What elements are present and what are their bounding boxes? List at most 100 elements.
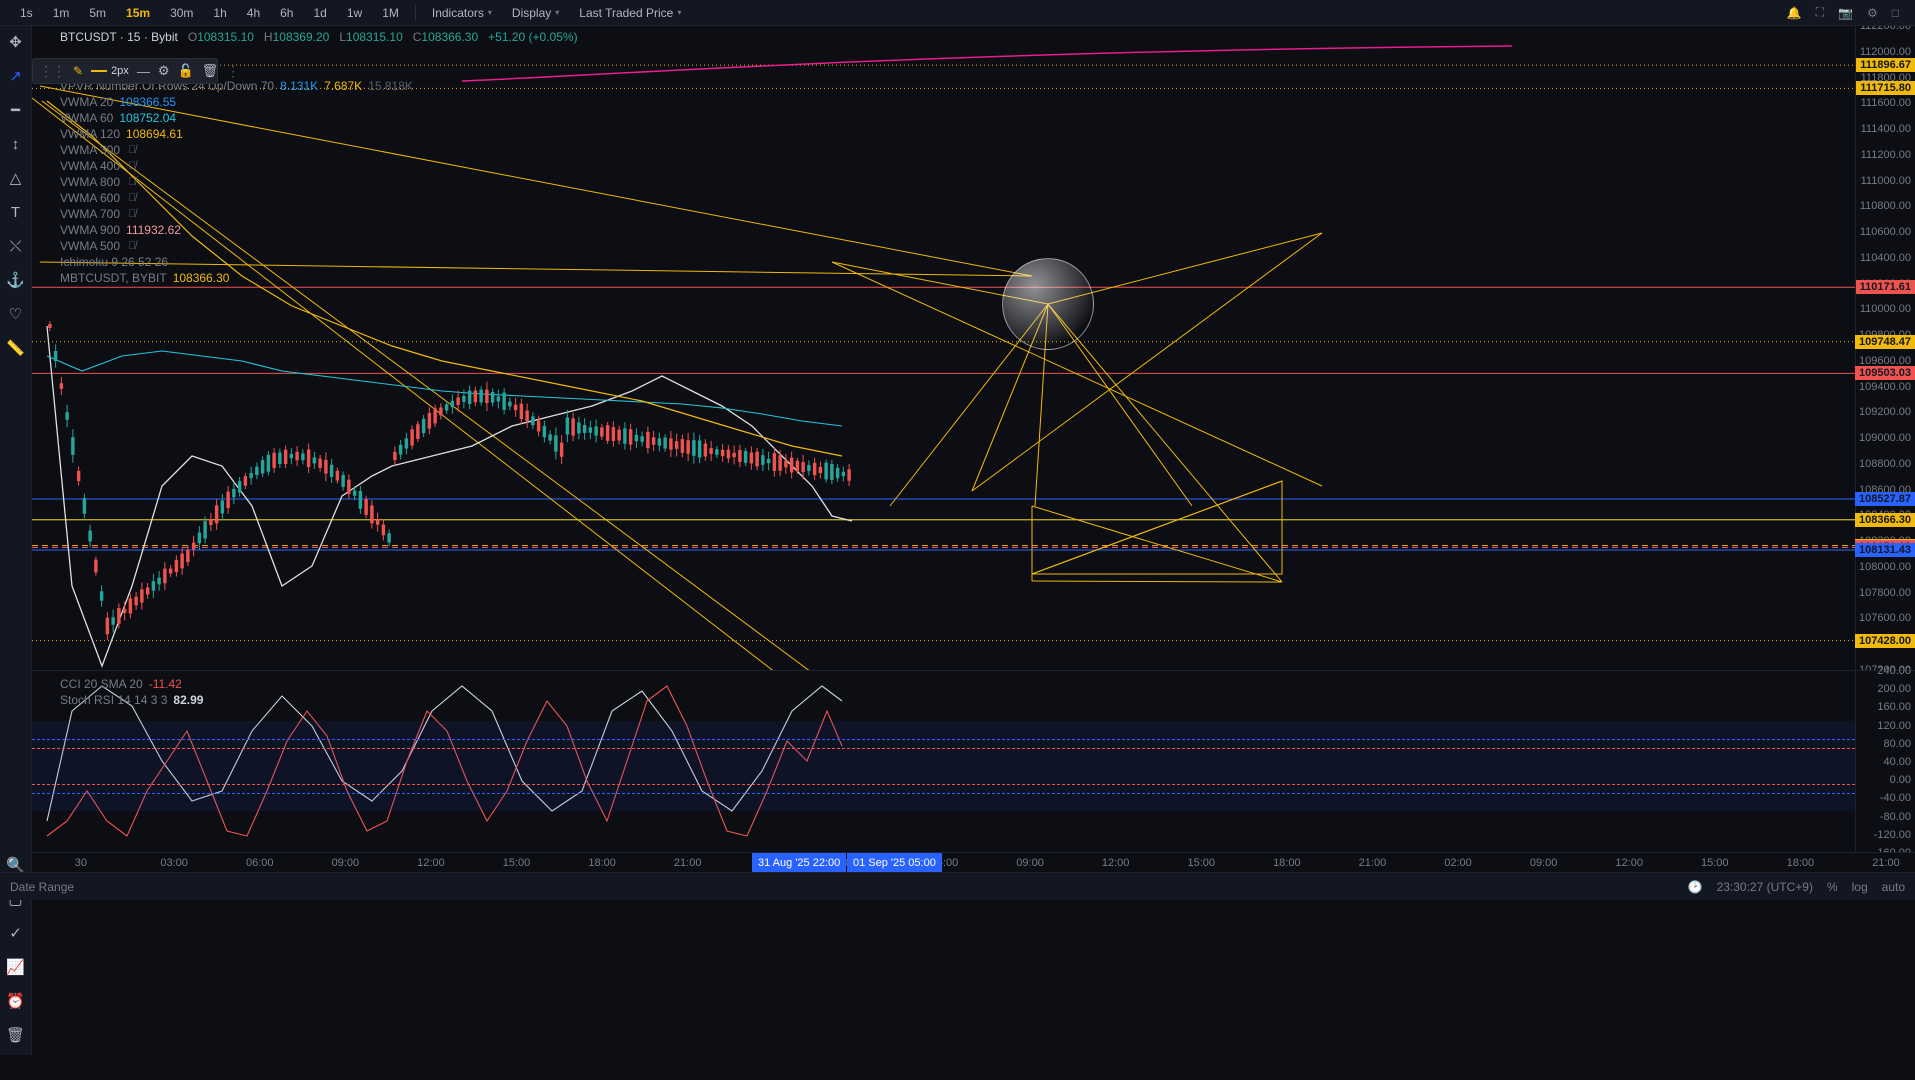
menu-last-traded-price[interactable]: Last Traded Price ▾ [569,0,691,26]
price-tick-111400.00: 111400.00 [1861,123,1911,135]
settings-gear-icon[interactable]: ⚙ [158,63,170,79]
price-tick-111000.00: 111000.00 [1861,175,1911,187]
menu-display[interactable]: Display ▾ [502,0,569,26]
osc-tick-120.00: 120.00 [1877,720,1911,732]
oscillator-price-axis[interactable]: 240.00 200.00 160.00 120.00 80.00 40.00 0.00 -4… [1855,671,1915,853]
price-badge-3[interactable]: 109748.47 [1855,335,1915,349]
oscillator-panel[interactable]: CCI 20 SMA 20 -11.42 Stoch RSI 14 14 3 3 82… [32,670,1915,852]
timeframe-1h[interactable]: 1h [203,0,236,26]
pencil-color-icon[interactable]: ✎ [73,64,83,78]
measure-icon[interactable]: ⤬ [6,236,26,256]
ref-line-30 [32,784,1855,785]
timeframe-1M[interactable]: 1M [372,0,409,26]
text-icon[interactable]: T [6,202,26,222]
timeframe-1w[interactable]: 1w [337,0,372,26]
time-tick-11: 09:00 [1016,857,1044,869]
timeframe-6h[interactable]: 6h [270,0,303,26]
price-axis[interactable]: 112200.00 112000.00 111800.00 111600.00 1114… [1855,26,1915,670]
osc-tick-0.00: 0.00 [1890,774,1911,786]
date-badge-1[interactable]: 01 Sep '25 05:00 [847,853,942,873]
price-badge-0[interactable]: 111896.67 [1856,58,1915,72]
ruler-icon[interactable]: 📏 [6,338,26,358]
legend-row-1[interactable]: VWMA 20 108366.55 [60,94,413,110]
ref-line-80 [32,739,1855,740]
hidden-eye-icon[interactable]: 👁̸ [128,240,136,252]
legend-row-2[interactable]: VWMA 60 108752.04 [60,110,413,126]
camera-icon[interactable]: 📷 [1838,6,1853,20]
line-style-icon[interactable]: ― [137,64,150,79]
timeframe-1m[interactable]: 1m [43,0,80,26]
time-tick-12: 12:00 [1102,857,1130,869]
auto-toggle[interactable]: auto [1882,880,1905,894]
legend-row-5[interactable]: VWMA 400 👁̸ [60,158,413,174]
more-options-icon[interactable]: ⋮ [226,63,239,80]
price-tick-108000.00: 108000.00 [1859,561,1911,573]
price-tick-110600.00: 110600.00 [1860,226,1911,238]
timeframe-5m[interactable]: 5m [79,0,116,26]
legend-row-7[interactable]: VWMA 600 👁̸ [60,190,413,206]
hidden-eye-icon[interactable]: 👁̸ [128,192,136,204]
legend-row-11[interactable]: Ichimoku 9 26 52 26 [60,254,413,270]
timeframe-4h[interactable]: 4h [237,0,270,26]
fullscreen-icon[interactable]: ⛶ [1816,5,1824,20]
price-tick-108800.00: 108800.00 [1859,458,1911,470]
settings-icon[interactable]: ⚙ [1867,6,1878,20]
hidden-eye-icon[interactable]: 👁̸ [128,144,136,156]
pattern-icon[interactable]: △ [6,168,26,188]
time-tick-16: 02:00 [1444,857,1472,869]
trendline-icon[interactable]: ↗ [6,66,26,86]
time-axis[interactable]: 3003:0006:0009:0012:0015:0018:0021:00310… [32,852,1915,872]
percent-toggle[interactable]: % [1827,880,1838,894]
ref-line-20 [32,793,1855,794]
price-badge-1[interactable]: 111715.80 [1856,81,1915,95]
legend-row-9[interactable]: VWMA 900 111932.62 [60,222,413,238]
alarm-icon[interactable]: ⏰ [6,991,26,1011]
delete-icon[interactable]: 🗑 [202,63,219,79]
check-icon[interactable]: ✓ [6,923,26,943]
price-badge-7[interactable]: 108366.30 [1855,513,1915,527]
horizontal-line-icon[interactable]: ━ [6,100,26,120]
menu-indicators[interactable]: Indicators ▾ [422,0,502,26]
price-tick-112200.00: 112200.00 [1860,26,1911,32]
date-range-label[interactable]: Date Range [10,880,74,894]
trash-icon[interactable]: 🗑 [6,1025,26,1045]
price-badge-11[interactable]: 107428.00 [1855,634,1915,648]
timeframe-30m[interactable]: 30m [160,0,203,26]
time-tick-20: 18:00 [1787,857,1815,869]
timeframe-15m[interactable]: 15m [116,0,160,26]
price-tick-109400.00: 109400.00 [1859,381,1911,393]
legend-row-6[interactable]: VWMA 800 👁̸ [60,174,413,190]
cursor-icon[interactable]: ✥ [6,32,26,52]
legend-row-4[interactable]: VWMA 300 👁̸ [60,142,413,158]
chevron-down-icon: ▾ [677,0,681,26]
timeframe-1d[interactable]: 1d [303,0,336,26]
log-toggle[interactable]: log [1852,880,1868,894]
price-badge-10[interactable]: 108131.43 [1855,543,1915,557]
price-badge-5[interactable]: 108527.87 [1855,492,1915,506]
date-badge-0[interactable]: 31 Aug '25 22:00 [752,853,846,873]
hidden-eye-icon[interactable]: 👁̸ [128,176,136,188]
drag-handle-icon[interactable]: ⋮⋮ [39,63,65,80]
candle-icon[interactable]: 📈 [6,957,26,977]
left-toolbar: ✥ ↗ ━ ↕ △ T ⤬ ⚓ ♡ 📏 🔍 ▢ ✓ 📈 ⏰ 🗑 [0,26,32,1055]
legend-row-12[interactable]: MBTCUSDT, BYBIT 108366.30 [60,270,413,286]
price-badge-4[interactable]: 109503.03 [1855,366,1915,380]
ref-line-70 [32,748,1855,749]
magnet-icon[interactable]: ⚓ [6,270,26,290]
hidden-eye-icon[interactable]: 👁̸ [128,160,136,172]
line-width-selector[interactable]: 2px [91,65,129,77]
alert-icon[interactable]: 🔔 [1787,6,1802,20]
timeframe-1s[interactable]: 1s [10,0,43,26]
osc-legend-row-1[interactable]: Stoch RSI 14 14 3 3 82.99 [60,693,203,707]
layout-icon[interactable]: □ [1892,6,1899,20]
price-tick-107800.00: 107800.00 [1859,587,1911,599]
legend-row-8[interactable]: VWMA 700 👁̸ [60,206,413,222]
fib-icon[interactable]: ↕ [6,134,26,154]
hidden-eye-icon[interactable]: 👁̸ [128,208,136,220]
legend-row-3[interactable]: VWMA 120 108694.61 [60,126,413,142]
osc-legend-row-0[interactable]: CCI 20 SMA 20 -11.42 [60,677,203,691]
price-badge-2[interactable]: 110171.61 [1856,280,1915,294]
legend-row-10[interactable]: VWMA 500 👁̸ [60,238,413,254]
heart-icon[interactable]: ♡ [6,304,26,324]
lock-icon[interactable]: 🔓 [177,63,193,79]
